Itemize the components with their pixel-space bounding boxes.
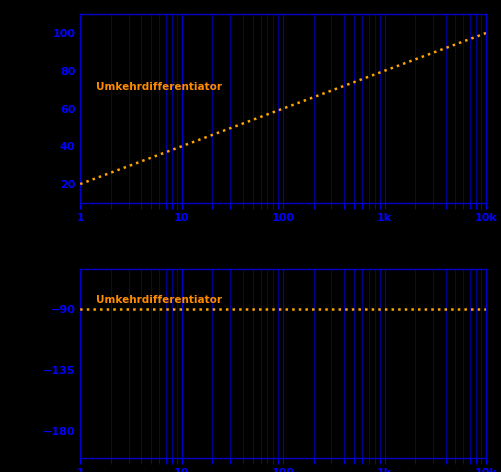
Text: Umkehrdifferentiator: Umkehrdifferentiator: [96, 82, 222, 92]
Text: Umkehrdifferentiator: Umkehrdifferentiator: [96, 295, 222, 305]
